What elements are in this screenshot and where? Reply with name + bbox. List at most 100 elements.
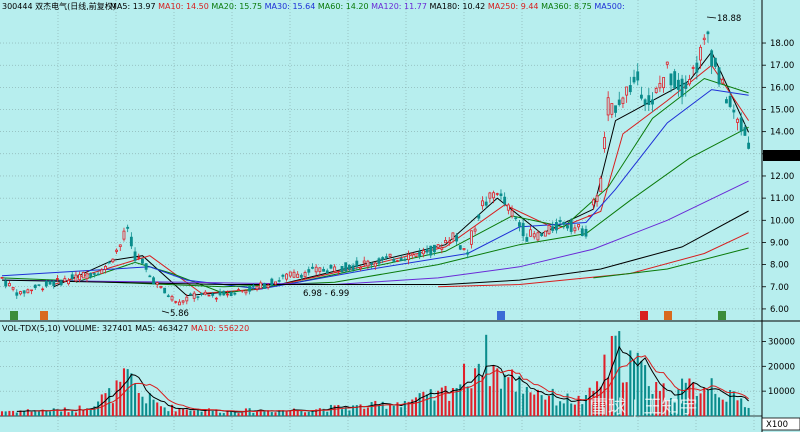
volume-bar	[536, 389, 539, 416]
volume-bar	[492, 365, 495, 416]
candle-body	[384, 256, 388, 258]
volume-ma-lines	[16, 345, 749, 413]
volume-bar	[599, 386, 602, 416]
volume-bar	[137, 392, 140, 416]
candle-body	[170, 295, 174, 301]
volume-bar	[514, 391, 517, 416]
candle-body	[529, 229, 532, 237]
candle-body	[440, 247, 444, 250]
volume-bar	[259, 409, 262, 416]
candle-body	[532, 233, 536, 238]
candle-body	[510, 210, 514, 217]
volume-bar	[444, 385, 447, 416]
candle-body	[166, 295, 170, 298]
ma-legend-item: MA60: 14.20	[318, 2, 371, 11]
volume-bar	[459, 384, 462, 416]
candle-body	[30, 289, 33, 292]
candle-body	[348, 265, 351, 270]
volume-bar	[555, 405, 558, 416]
candle-body	[492, 192, 496, 199]
candle-body	[466, 252, 470, 255]
candle-body	[673, 71, 677, 89]
candle-body	[688, 79, 691, 85]
volume-bar	[377, 404, 381, 416]
volume-bar	[170, 404, 174, 416]
candle-body	[200, 293, 204, 295]
candle-body	[33, 284, 37, 289]
volume-bar	[241, 412, 244, 416]
candle-body	[399, 258, 403, 261]
price-tick-label: 12.00	[770, 172, 794, 182]
candle-body	[514, 217, 518, 220]
candle-body	[469, 230, 473, 245]
candle-body	[518, 222, 521, 227]
ma-legend-item: MA120: 11.77	[371, 2, 429, 11]
candle-body	[163, 287, 167, 294]
volume-bar	[474, 368, 477, 416]
candle-body	[558, 220, 562, 223]
price-tick-label: 8.00	[770, 261, 789, 271]
candle-body	[37, 284, 41, 286]
volume-bar	[633, 360, 636, 416]
volume-bar	[0, 411, 4, 416]
volume-bar	[337, 404, 340, 416]
moving-average-lines	[1, 50, 750, 297]
volume-bar	[4, 411, 7, 416]
candle-body	[333, 266, 337, 272]
volume-bar	[285, 410, 288, 416]
volume-bar	[222, 413, 225, 416]
volume-bar	[119, 381, 122, 416]
candle-body	[381, 257, 385, 260]
candle-body	[126, 226, 130, 229]
candle-body	[74, 274, 78, 282]
volume-bar	[433, 400, 436, 416]
candle-body	[19, 291, 22, 295]
volume-bar	[736, 400, 739, 416]
volume-bar	[426, 394, 429, 416]
volume-bar	[429, 389, 432, 416]
candle-body	[636, 71, 640, 81]
ma-legend-item: MA5: 13.97	[110, 2, 158, 11]
price-tick-label: 14.00	[770, 128, 794, 138]
volume-bar	[411, 399, 414, 416]
volume-bar	[662, 383, 665, 416]
candle-body	[747, 142, 751, 149]
volume-bar	[274, 412, 277, 416]
last-price-label: 12.51	[766, 152, 790, 162]
candle-body	[185, 296, 189, 302]
volume-bar	[437, 390, 440, 416]
volume-bar	[74, 412, 77, 416]
candle-body	[610, 103, 614, 115]
volume-bar	[63, 407, 66, 416]
candle-body	[421, 250, 425, 255]
volume-bar	[544, 399, 547, 416]
candle-body	[543, 230, 547, 237]
candle-body	[133, 251, 137, 261]
candle-body	[237, 289, 240, 291]
candle-body	[540, 233, 544, 237]
volume-bar	[729, 390, 732, 416]
candle-body	[599, 177, 603, 193]
volume-bar	[706, 390, 709, 416]
volume-bar	[52, 408, 55, 416]
candle-body	[307, 269, 311, 273]
volume-bar	[743, 407, 746, 416]
ma-line-ma30	[1, 89, 749, 290]
candle-body	[218, 291, 222, 296]
candle-body	[362, 260, 366, 264]
candle-body	[407, 254, 410, 261]
candle-body	[15, 292, 19, 296]
volume-bar	[496, 368, 499, 416]
volume-bar	[610, 335, 613, 416]
candle-body	[118, 244, 122, 248]
volume-bar	[333, 405, 336, 416]
watermark: 雪球 | 王知宇	[590, 397, 698, 418]
candle-body	[665, 61, 669, 65]
candle-body	[52, 280, 56, 287]
candle-body	[591, 199, 595, 206]
price-tick-label: 17.00	[770, 61, 794, 71]
candle-body	[104, 266, 107, 270]
volume-bar	[163, 407, 166, 416]
candle-body	[547, 225, 551, 235]
volume-legend-item: MA10: 556220	[191, 324, 249, 333]
